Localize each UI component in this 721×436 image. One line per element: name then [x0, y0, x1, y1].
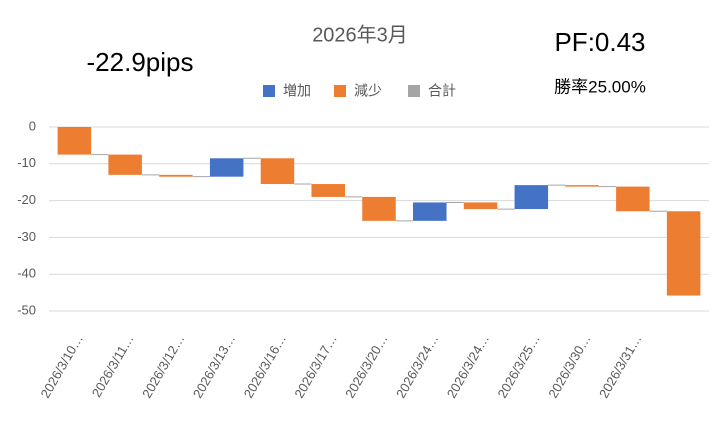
x-tick-label: 2026/3/13…: [190, 332, 238, 401]
x-tick-label: 2026/3/24…: [393, 332, 441, 401]
legend-swatch: [408, 85, 420, 97]
x-tick-label: 2026/3/30…: [545, 332, 593, 401]
x-tick-label: 2026/3/17…: [291, 332, 339, 401]
bar: [209, 158, 244, 177]
bar: [463, 202, 498, 210]
bar: [514, 185, 549, 210]
profit-factor: PF:0.43: [554, 27, 645, 57]
legend-label: 増加: [283, 83, 311, 99]
bar: [565, 185, 599, 187]
y-tick-label: -50: [17, 302, 36, 317]
chart-title: 2026年3月: [312, 23, 408, 46]
x-tick-label: 2026/3/31…: [596, 332, 644, 401]
legend-swatch: [263, 85, 275, 97]
x-tick-label: 2026/3/24…: [444, 332, 492, 401]
x-tick-label: 2026/3/12…: [139, 332, 187, 401]
bar: [108, 154, 142, 175]
y-tick-label: 0: [29, 118, 36, 133]
bar: [616, 186, 650, 212]
y-tick-label: -40: [17, 266, 36, 281]
y-tick-label: -20: [17, 192, 36, 207]
legend-label: 合計: [428, 83, 456, 99]
x-tick-label: 2026/3/16…: [241, 332, 289, 401]
bar: [260, 158, 295, 185]
x-tick-label: 2026/3/20…: [342, 332, 390, 401]
bar: [159, 174, 193, 177]
legend-swatch: [334, 85, 346, 97]
win-rate: 勝率25.00%: [554, 77, 646, 96]
y-tick-label: -10: [17, 155, 36, 170]
y-tick-label: -30: [17, 229, 36, 244]
bar: [362, 196, 396, 221]
total-pips: -22.9pips: [87, 47, 194, 77]
bar: [413, 202, 447, 221]
bar: [311, 184, 345, 197]
x-tick-label: 2026/3/11…: [89, 332, 137, 400]
legend-label: 減少: [354, 83, 382, 99]
bar: [666, 211, 701, 296]
bar: [57, 127, 92, 155]
x-tick-label: 2026/3/25…: [494, 332, 542, 401]
x-tick-label: 2026/3/10…: [38, 332, 86, 401]
